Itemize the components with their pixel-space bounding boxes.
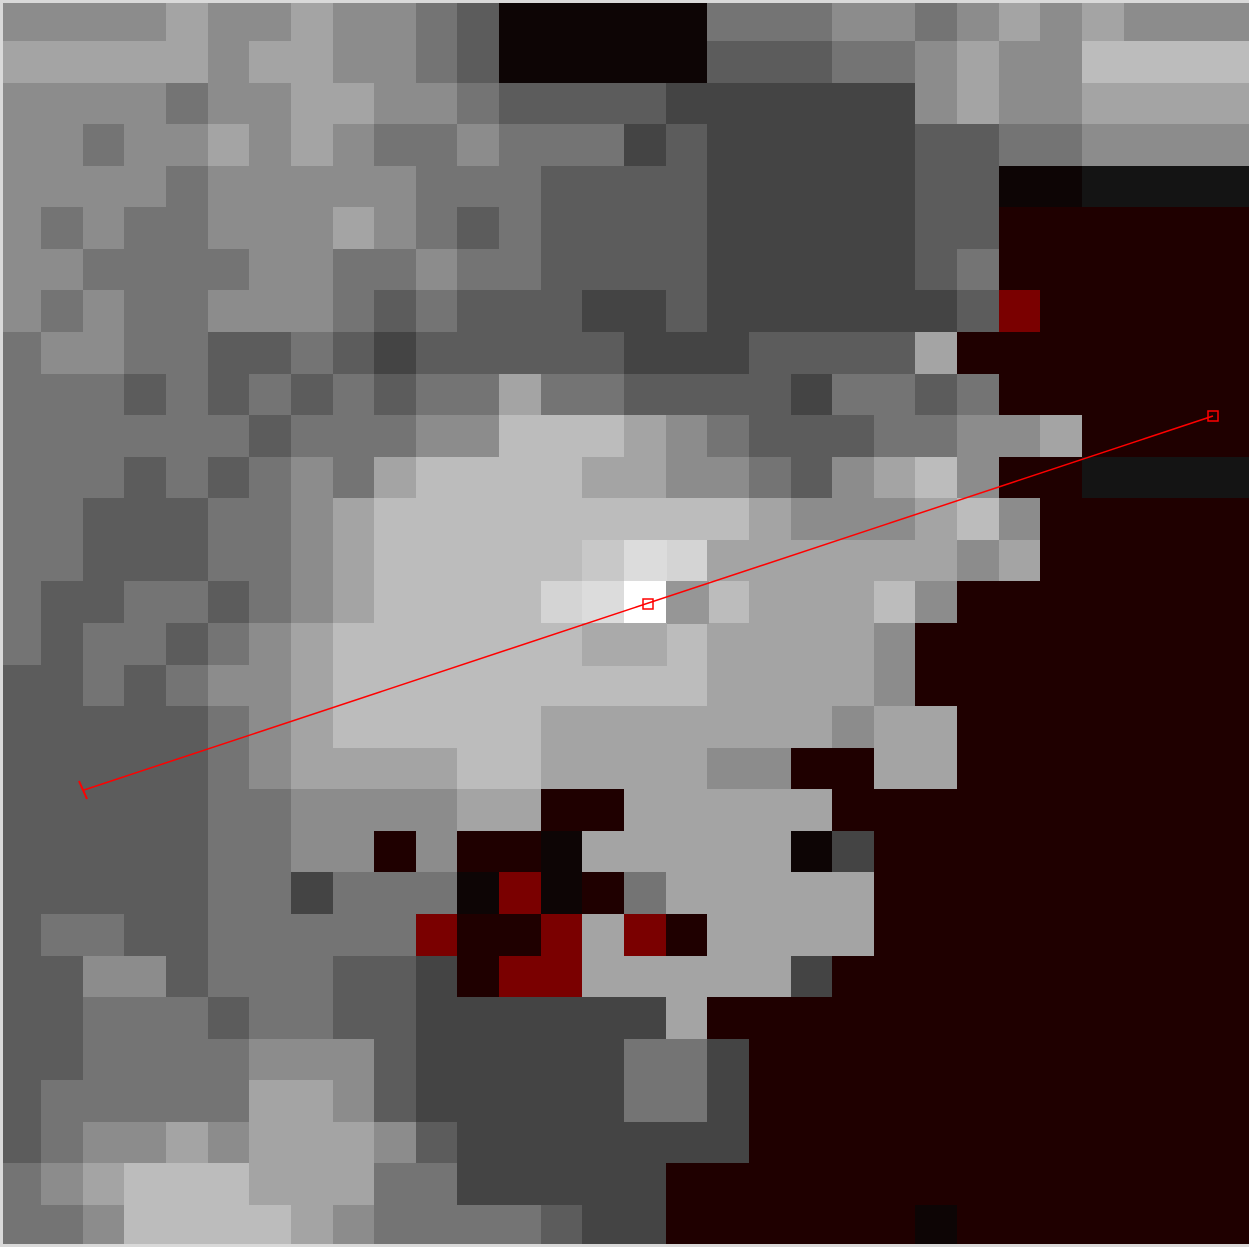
frame-bottom-edge bbox=[0, 1244, 1249, 1247]
frame-top-edge bbox=[0, 0, 1249, 3]
frame-left-edge bbox=[0, 0, 3, 1247]
